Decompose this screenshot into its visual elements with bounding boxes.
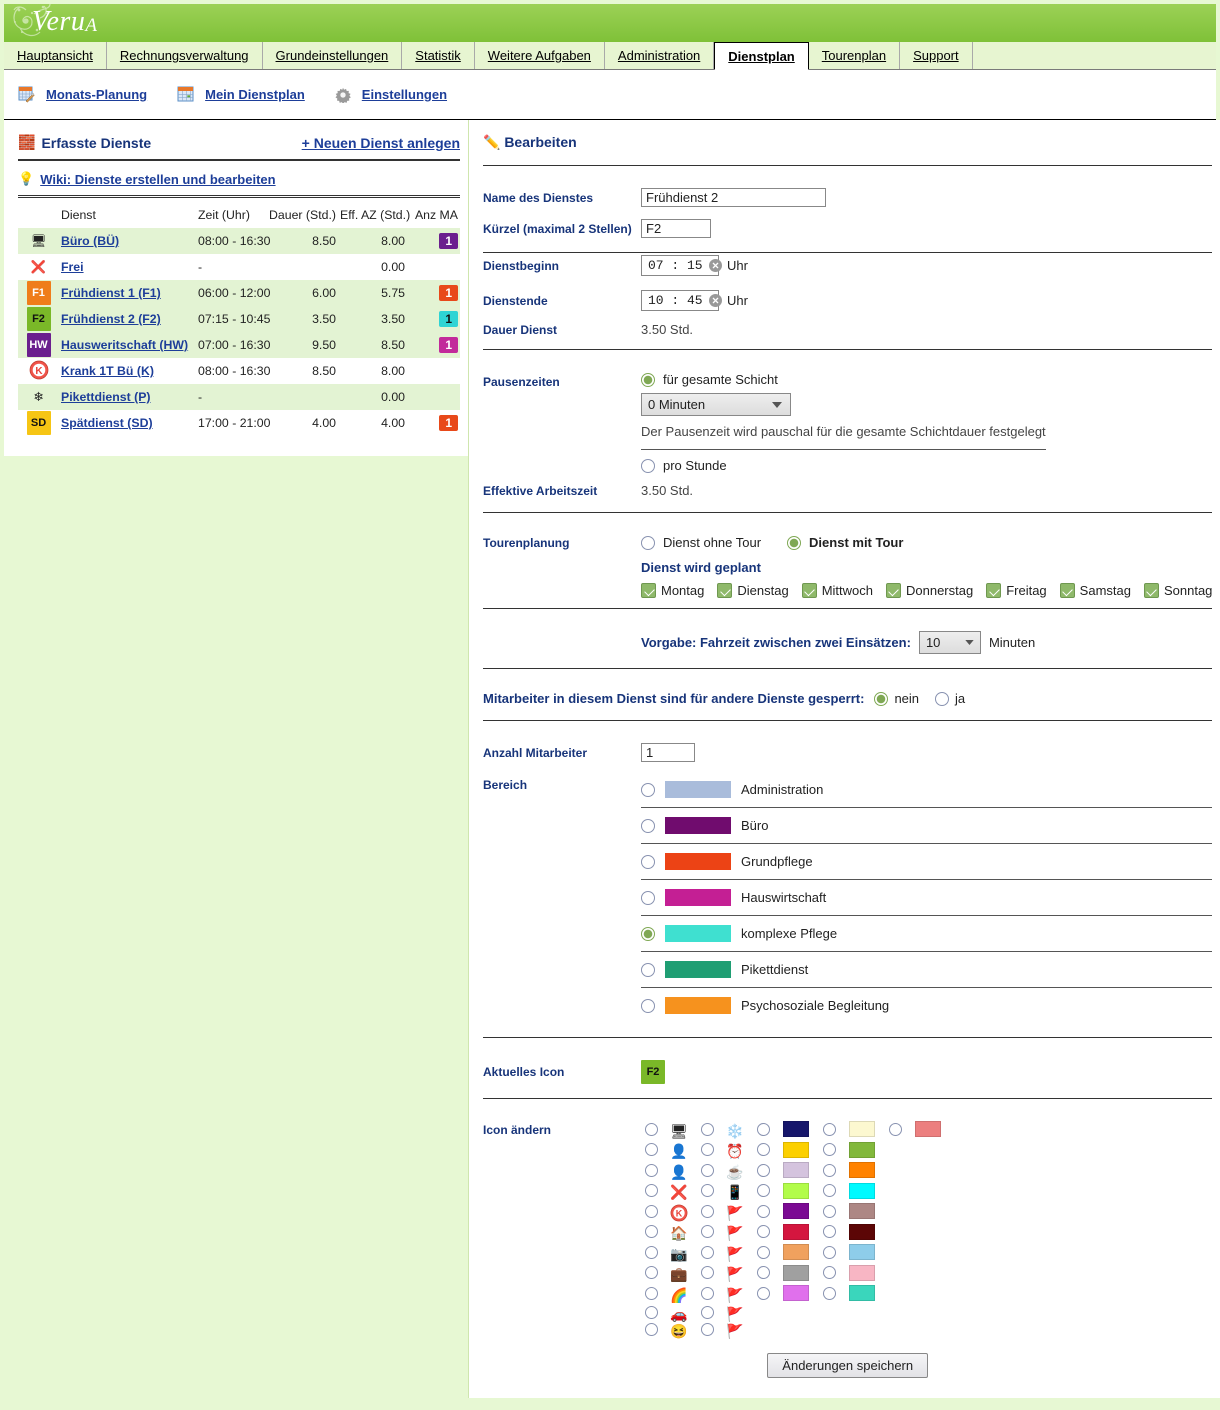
svg-text:K: K xyxy=(676,1209,683,1219)
svg-text:K: K xyxy=(35,366,43,377)
